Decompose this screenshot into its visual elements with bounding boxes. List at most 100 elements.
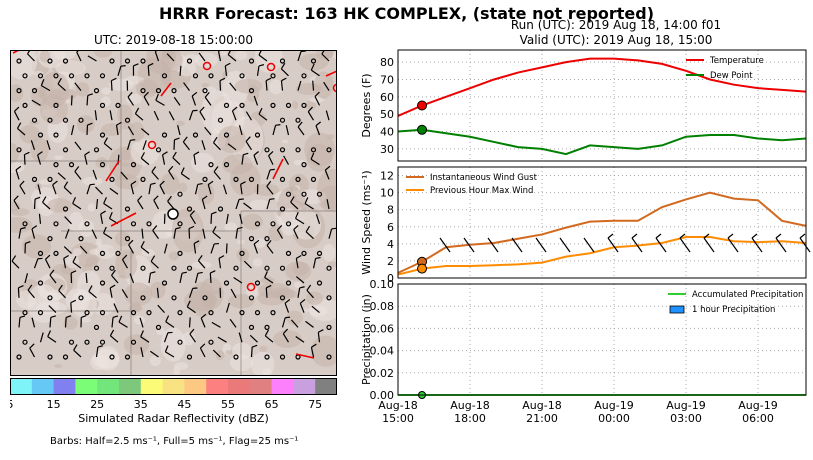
- wind-barb-shaft: [130, 184, 135, 195]
- wind-barb-shaft: [103, 232, 113, 240]
- calm-wind-marker: [109, 354, 115, 360]
- calm-wind-marker: [264, 324, 270, 330]
- wind-barb-shaft: [120, 171, 128, 180]
- calm-wind-marker: [37, 280, 44, 286]
- reflectivity-colorbar: 5 15 25 35 45 55 65 75: [10, 378, 337, 411]
- reflectivity-map[interactable]: [10, 50, 337, 376]
- wind-barb-shaft: [265, 287, 268, 298]
- wind-barb-feather: [127, 91, 133, 98]
- wind-barb-shaft: [315, 125, 321, 136]
- wind-barb-shaft: [18, 228, 22, 239]
- wind-barb-shaft: [128, 244, 135, 254]
- y-tick-label: 30: [380, 143, 394, 156]
- wind-barb-shaft: [163, 332, 169, 343]
- wind-barb-feather: [212, 226, 217, 233]
- terrain-patch: [194, 52, 218, 68]
- wind-barb-shaft: [92, 169, 98, 180]
- terrain-patch: [285, 261, 312, 282]
- calm-wind-marker: [93, 265, 100, 271]
- wind-barb-shaft: [188, 317, 191, 328]
- wind-barb-shaft: [310, 69, 320, 77]
- wind-barb-feather: [70, 299, 77, 304]
- terrain-patch: [89, 248, 100, 255]
- wind-barb-feather: [16, 122, 22, 129]
- wind-barb-shaft: [233, 277, 243, 284]
- wind-barb-shaft: [283, 155, 290, 165]
- wind-barb-shaft: [42, 201, 51, 210]
- wind-barb-feather: [299, 286, 305, 289]
- wind-barb-feather: [140, 240, 145, 248]
- wind-barb-shaft: [156, 287, 160, 298]
- x-tick-date: Aug-18: [378, 399, 417, 412]
- legend-entry: Previous Hour Max Wind: [430, 186, 533, 196]
- terrain-patch: [234, 78, 263, 94]
- calm-wind-marker: [130, 310, 137, 316]
- wind-barb-feather: [175, 226, 181, 230]
- terrain-patch: [217, 125, 246, 154]
- wind-barb-shaft: [775, 237, 787, 253]
- colorbar-tick-label: 75: [308, 398, 322, 411]
- wind-barb-shaft: [325, 110, 330, 121]
- x-tick-time: 03:00: [670, 412, 702, 425]
- current-value-marker: [417, 263, 427, 274]
- wind-barb-feather: [240, 181, 246, 185]
- colorbar-tick-label: 65: [265, 398, 279, 411]
- wind-barb-shaft: [304, 203, 314, 210]
- calm-wind-marker: [68, 339, 75, 345]
- wind-barb-feather: [245, 136, 251, 142]
- wind-barb-shaft: [33, 198, 36, 210]
- wind-barb-feather: [27, 284, 33, 291]
- wind-barb-shaft: [305, 231, 314, 240]
- wind-barb-shaft: [19, 185, 26, 195]
- terrain-patch: [305, 291, 324, 305]
- calm-wind-marker: [279, 58, 286, 64]
- y-tick-label: 6: [387, 221, 394, 234]
- series-line: [397, 128, 807, 156]
- wind-barb-shaft: [285, 125, 290, 136]
- radar-echo-ring: [332, 83, 336, 93]
- wind-barb-feather: [191, 91, 198, 97]
- wind-barb-feather: [290, 196, 295, 203]
- wind-barb-shaft: [39, 332, 44, 343]
- run-time: Run (UTC): 2019 Aug 18, 14:00 f01: [510, 18, 722, 32]
- wind-barb-shaft: [33, 258, 39, 269]
- calm-wind-marker: [171, 87, 177, 94]
- wind-barb-shaft: [64, 228, 70, 239]
- wind-barb-feather: [315, 121, 322, 127]
- calm-wind-marker: [155, 87, 162, 94]
- calm-wind-marker: [310, 58, 317, 64]
- calm-wind-marker: [279, 354, 286, 360]
- calm-wind-marker: [124, 58, 131, 64]
- terrain-patch: [129, 121, 145, 142]
- wind-barb-shaft: [126, 140, 131, 150]
- legend-entry: Accumulated Precipitation: [692, 290, 803, 300]
- calm-wind-marker: [316, 250, 323, 256]
- wind-barb-feather: [164, 345, 169, 353]
- wind-barb-shaft: [111, 317, 114, 328]
- wind-barb-shaft: [109, 287, 113, 298]
- terrain-patch: [220, 51, 227, 56]
- wind-barb-feather: [103, 226, 107, 234]
- wind-barb-feather: [128, 239, 134, 246]
- terrain-patch: [176, 120, 185, 127]
- calm-wind-marker: [53, 132, 59, 138]
- wind-barb-feather: [315, 256, 321, 260]
- wind-barb-shaft: [91, 229, 98, 239]
- calm-wind-marker: [171, 265, 177, 271]
- wind-barb-shaft: [225, 302, 230, 313]
- wind-barb-feather: [180, 167, 185, 174]
- current-value-marker: [417, 124, 427, 135]
- wind-barb-feather: [321, 51, 325, 55]
- wind-barb-feather: [225, 62, 231, 67]
- wind-barb-feather: [26, 51, 31, 55]
- calm-wind-marker: [16, 147, 22, 153]
- wind-barb-shaft: [140, 347, 144, 358]
- plot-frame: [397, 166, 807, 279]
- plot-frame: [397, 283, 807, 396]
- calm-wind-marker: [37, 132, 44, 138]
- terrain-patch: [222, 71, 229, 79]
- wind-barb-feather: [72, 197, 77, 204]
- colorbar-tick-label: 35: [134, 398, 148, 411]
- wind-barb-shaft: [58, 290, 66, 299]
- chart-panel-3: 0.00 0.02 0.04 0.06 0.08 0.10 Precipitation (i…: [360, 278, 807, 402]
